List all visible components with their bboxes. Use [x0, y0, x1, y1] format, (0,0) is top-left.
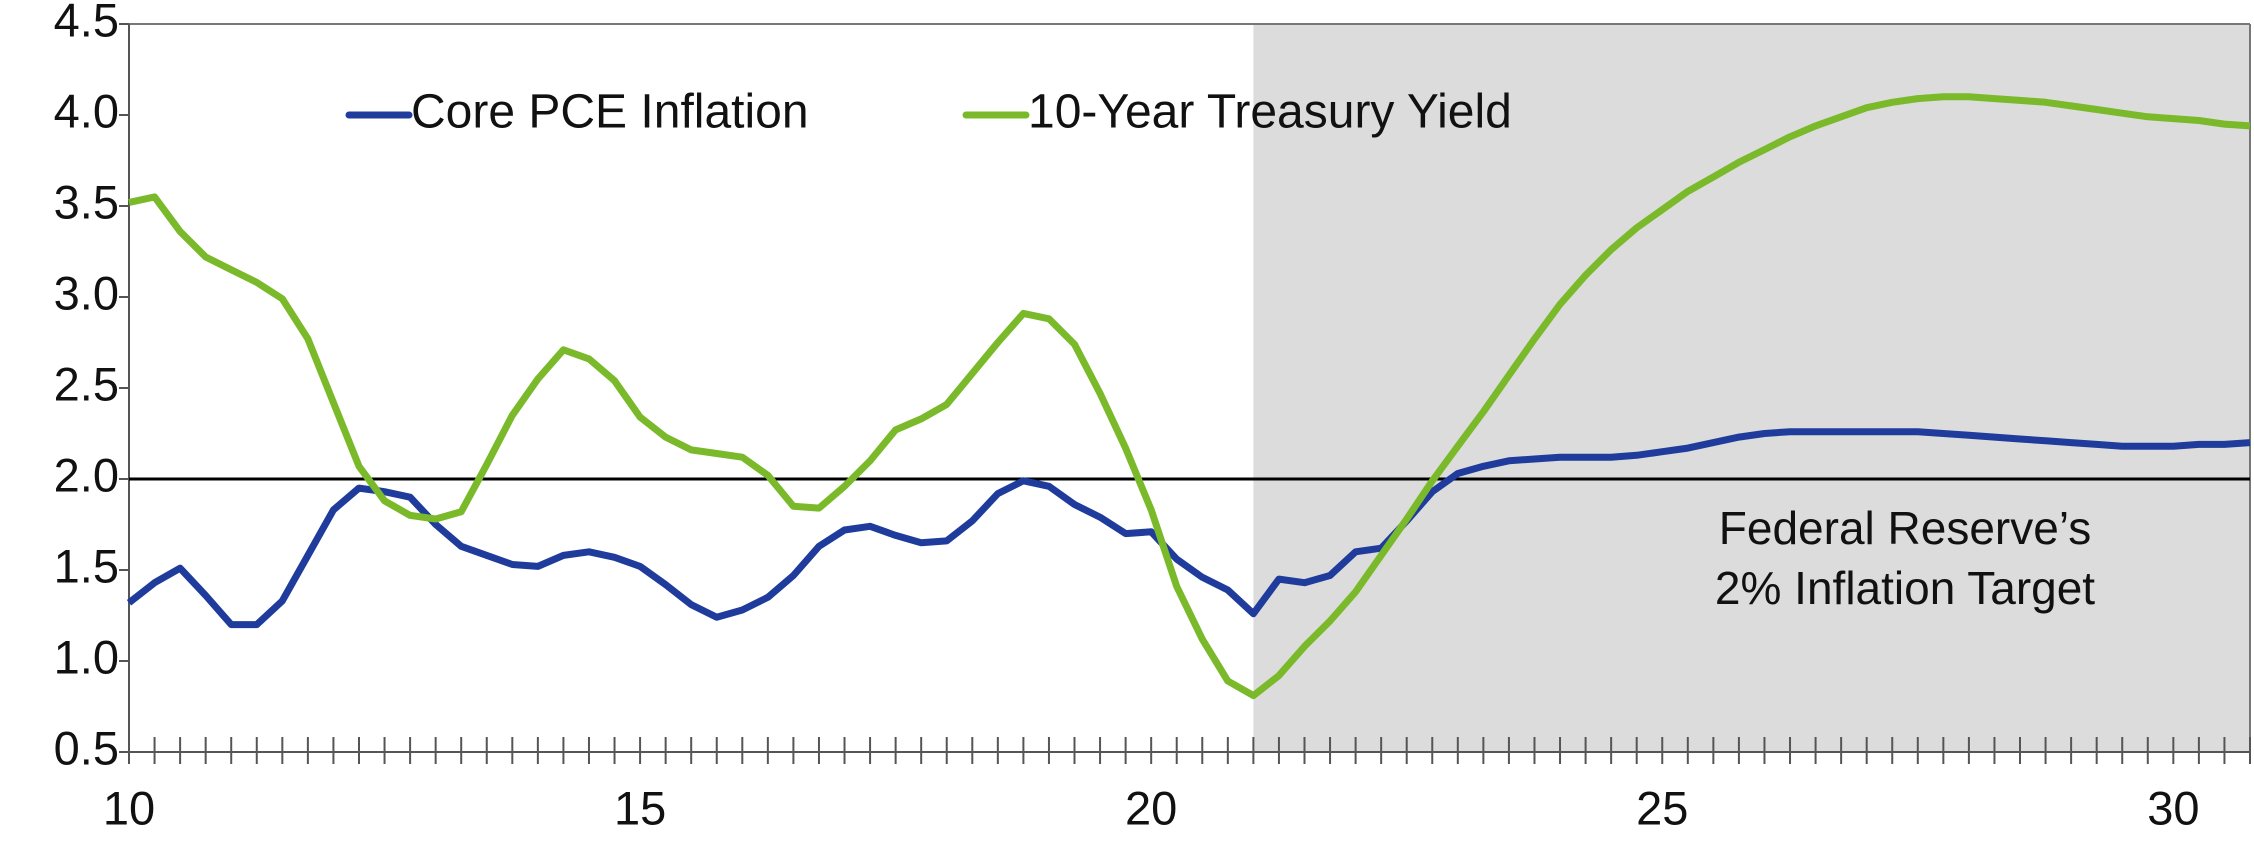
annotation: 2% Inflation Target: [1715, 562, 2095, 614]
x-tick-label: 10: [103, 781, 155, 834]
y-tick-label: 0.5: [54, 721, 119, 774]
legend-label: Core PCE Inflation: [411, 86, 809, 139]
series-line: [126, 428, 2251, 629]
x-tick-label: 30: [2147, 781, 2199, 834]
x-tick-label: 15: [614, 781, 666, 834]
x-tick-label: 20: [1125, 781, 1177, 834]
y-tick-label: 1.0: [54, 630, 119, 683]
y-tick-label: 1.5: [54, 539, 119, 592]
x-tick-label: 25: [1636, 781, 1688, 834]
legend-label: 10-Year Treasury Yield: [1028, 86, 1512, 139]
y-tick-label: 4.0: [54, 84, 119, 137]
y-tick-label: 2.5: [54, 357, 119, 410]
y-tick-label: 4.5: [54, 0, 119, 46]
forecast-shade: [1253, 24, 2250, 752]
y-tick-label: 3.5: [54, 175, 119, 228]
annotation: Federal Reserve’s: [1719, 502, 2091, 554]
y-tick-label: 3.0: [54, 266, 119, 319]
series-line: [128, 93, 2251, 700]
y-tick-label: 2.0: [54, 448, 119, 501]
